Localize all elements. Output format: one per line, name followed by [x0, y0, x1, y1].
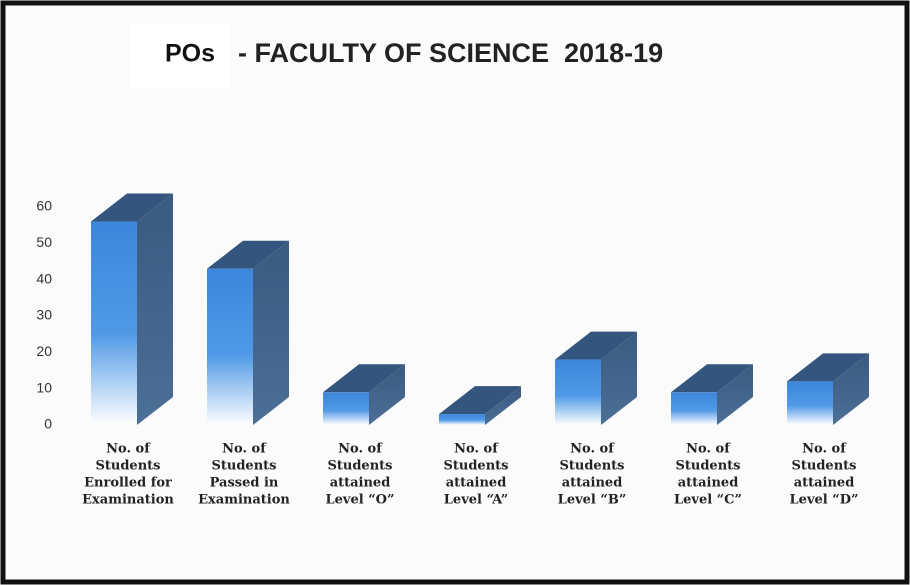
bar: [439, 414, 485, 425]
bar: [671, 392, 717, 425]
bar: [787, 381, 833, 425]
bar-side: [137, 193, 173, 425]
bar: [323, 392, 369, 425]
bar-side: [717, 364, 753, 425]
x-tick-label: Passed in: [210, 476, 279, 491]
x-tick-label: Students: [212, 459, 277, 474]
x-tick-label: Enrolled for: [84, 476, 172, 491]
x-tick-label: attained: [446, 476, 507, 491]
x-tick-label: Level “C”: [674, 493, 742, 508]
x-tick-label: Level “O”: [326, 493, 395, 508]
x-tick-label: Level “B”: [558, 493, 627, 508]
x-tick-label: attained: [678, 476, 739, 491]
y-tick-label: 40: [36, 270, 52, 286]
y-tick-label: 50: [36, 234, 52, 250]
x-tick-label: No. of: [338, 442, 383, 457]
y-tick-label: 20: [36, 343, 52, 359]
x-tick-label: Examination: [198, 493, 290, 508]
y-tick-label: 0: [44, 416, 52, 432]
bar-top: [91, 193, 173, 222]
x-tick-label: No. of: [454, 442, 499, 457]
x-tick-label: Students: [444, 459, 509, 474]
x-tick-label: No. of: [686, 442, 731, 457]
x-tick-label: Level “A”: [444, 493, 508, 508]
chart-subtitle: - FACULTY OF SCIENCE 2018-19: [238, 38, 663, 68]
bar: [207, 268, 253, 425]
x-tick-label: Students: [676, 459, 741, 474]
bar-top: [787, 353, 869, 382]
bar-side: [253, 240, 289, 425]
bar-top: [555, 331, 637, 360]
x-tick-label: No. of: [222, 442, 267, 457]
x-tick-label: No. of: [106, 442, 151, 457]
bar-top: [323, 364, 405, 393]
bar-top: [439, 386, 521, 415]
bar-side: [601, 331, 637, 425]
x-tick-label: No. of: [570, 442, 615, 457]
x-tick-label: Examination: [82, 493, 174, 508]
x-tick-label: attained: [794, 476, 855, 491]
bar-side: [369, 364, 405, 425]
x-tick-label: attained: [562, 476, 623, 491]
bar-side: [485, 386, 521, 425]
bar-top: [207, 240, 289, 269]
bar: [555, 359, 601, 425]
y-tick-label: 60: [36, 198, 52, 214]
bar: [91, 221, 137, 425]
chart-title: POs: [165, 40, 215, 68]
y-tick-label: 30: [36, 307, 52, 323]
x-tick-label: Students: [328, 459, 393, 474]
title-box: [130, 24, 230, 88]
bar-side: [833, 353, 869, 425]
x-tick-label: Level “D”: [790, 493, 859, 508]
x-tick-label: Students: [792, 459, 857, 474]
x-tick-label: No. of: [802, 442, 847, 457]
plot: 0 10 20 30 40 50 60 No. of Students Enrolled for E…: [36, 193, 869, 508]
y-tick-label: 10: [36, 379, 52, 395]
bar-top: [671, 364, 753, 393]
x-tick-label: Students: [96, 459, 161, 474]
x-tick-label: attained: [330, 476, 391, 491]
x-tick-label: Students: [560, 459, 625, 474]
